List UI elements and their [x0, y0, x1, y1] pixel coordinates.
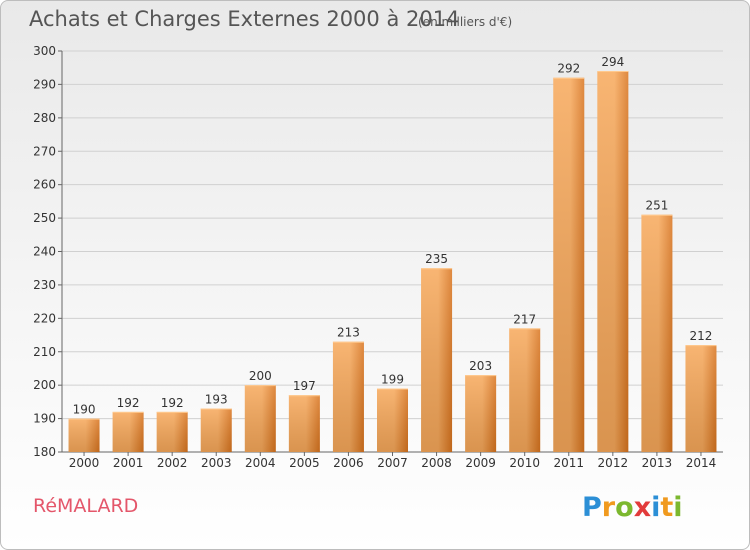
- data-label-2004: 200: [249, 369, 272, 383]
- bar-shade-2011: [553, 77, 585, 452]
- data-label-2002: 192: [161, 396, 184, 410]
- y-tick-label: 290: [33, 77, 56, 91]
- bar-shade-2002: [156, 411, 188, 452]
- bar-shade-2008: [421, 268, 453, 452]
- data-label-2005: 197: [293, 379, 316, 393]
- data-label-2011: 292: [557, 62, 580, 76]
- town-name: RéMALARD: [33, 495, 139, 517]
- svg-text:Proxiti: Proxiti: [582, 492, 683, 523]
- y-tick-label: 230: [33, 278, 56, 292]
- bar-shade-2007: [377, 388, 408, 452]
- x-tick-label-2008: 2008: [421, 456, 452, 470]
- bar-shade-2010: [509, 328, 541, 452]
- bar-shade-2001: [112, 411, 144, 452]
- x-tick-label-2009: 2009: [465, 456, 496, 470]
- x-tick-label-2006: 2006: [333, 456, 364, 470]
- data-label-2010: 217: [513, 312, 536, 326]
- x-tick-label-2000: 2000: [69, 456, 100, 470]
- x-tick-label-2007: 2007: [377, 456, 408, 470]
- y-tick-label: 210: [33, 345, 56, 359]
- data-label-2007: 199: [381, 373, 404, 387]
- data-label-2009: 203: [469, 359, 492, 373]
- bar-shade-2013: [641, 214, 673, 452]
- x-tick-label-2004: 2004: [245, 456, 276, 470]
- y-tick-label: 190: [33, 412, 56, 426]
- x-tick-label-2011: 2011: [553, 456, 584, 470]
- y-tick-label: 280: [33, 111, 56, 125]
- x-tick-label-2013: 2013: [642, 456, 673, 470]
- data-label-2000: 190: [73, 403, 96, 417]
- x-tick-label-2012: 2012: [598, 456, 629, 470]
- x-tick-label-2002: 2002: [157, 456, 188, 470]
- y-tick-label: 200: [33, 378, 56, 392]
- y-tick-label: 220: [33, 311, 56, 325]
- data-label-2001: 192: [117, 396, 140, 410]
- bar-shade-2012: [597, 71, 629, 453]
- y-tick-label: 260: [33, 178, 56, 192]
- bar-shade-2014: [685, 345, 717, 452]
- data-label-2013: 251: [645, 199, 668, 213]
- bar-chart: 180190200210220230240250260270280290300 …: [33, 44, 723, 470]
- x-tick-label-2001: 2001: [113, 456, 144, 470]
- data-label-2003: 193: [205, 393, 228, 407]
- data-label-2014: 212: [690, 329, 713, 343]
- bar-shade-2006: [332, 341, 364, 452]
- data-label-2006: 213: [337, 326, 360, 340]
- y-tick-label: 180: [33, 445, 56, 459]
- bar-shade-2009: [465, 375, 497, 452]
- proxiti-logo[interactable]: Proxiti: [582, 489, 692, 525]
- bar-shade-2000: [68, 418, 100, 452]
- bar-shade-2004: [244, 385, 276, 452]
- x-tick-label-2005: 2005: [289, 456, 320, 470]
- x-tick-label-2010: 2010: [509, 456, 540, 470]
- data-label-2012: 294: [601, 55, 624, 69]
- y-tick-label: 300: [33, 44, 56, 58]
- y-tick-label: 240: [33, 245, 56, 259]
- bar-shade-2003: [200, 408, 232, 452]
- data-label-2008: 235: [425, 252, 448, 266]
- x-tick-label-2014: 2014: [686, 456, 717, 470]
- chart-subtitle: (en milliers d'€): [418, 15, 513, 29]
- y-tick-label: 270: [33, 144, 56, 158]
- x-tick-label-2003: 2003: [201, 456, 232, 470]
- bar-shade-2005: [288, 395, 320, 452]
- y-tick-label: 250: [33, 211, 56, 225]
- chart-title: Achats et Charges Externes 2000 à 2014: [29, 7, 460, 31]
